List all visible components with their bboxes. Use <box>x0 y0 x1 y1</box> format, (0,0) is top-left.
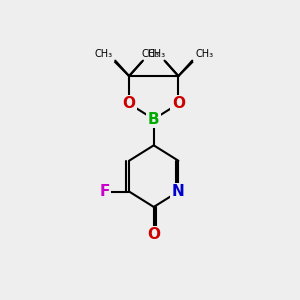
Text: CH₃: CH₃ <box>148 49 166 59</box>
Text: CH₃: CH₃ <box>141 49 160 59</box>
Text: F: F <box>99 184 110 199</box>
Text: B: B <box>148 112 160 127</box>
Text: CH₃: CH₃ <box>94 49 112 59</box>
Text: O: O <box>123 96 136 111</box>
Text: N: N <box>172 184 185 199</box>
Text: O: O <box>172 96 185 111</box>
Text: CH₃: CH₃ <box>195 49 214 59</box>
Text: O: O <box>147 227 160 242</box>
